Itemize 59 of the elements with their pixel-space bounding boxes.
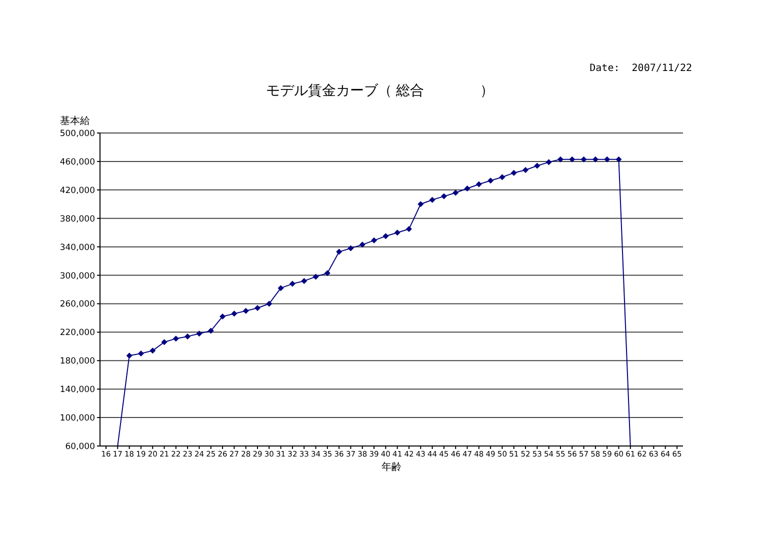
point: [336, 248, 342, 255]
point: [312, 274, 319, 280]
point: [254, 304, 260, 311]
y-tick-label: 500,000: [60, 129, 95, 140]
point: [488, 178, 494, 184]
point: [499, 174, 506, 180]
y-tick-label: 140,000: [60, 385, 95, 396]
point: [348, 245, 354, 252]
point: [522, 166, 529, 173]
point: [592, 156, 598, 162]
point: [126, 352, 132, 359]
y-tick-label: 420,000: [60, 186, 95, 196]
y-tick-label: 220,000: [60, 328, 95, 338]
point: [289, 280, 296, 287]
point: [382, 233, 389, 240]
text: Date: 2007/11/22: [590, 63, 692, 74]
point: [557, 156, 564, 162]
y-tick-label: 180,000: [60, 356, 95, 367]
point: [161, 339, 168, 346]
point: [580, 156, 587, 162]
y-tick-label: 300,000: [60, 271, 95, 282]
point: [510, 170, 517, 176]
y-tick-label: 60,000: [65, 442, 95, 452]
point: [208, 328, 214, 334]
point: [440, 193, 447, 200]
point: [452, 190, 459, 196]
point: [616, 156, 622, 162]
point: [429, 196, 436, 203]
point: [359, 242, 366, 248]
y-tick-label: 380,000: [60, 214, 95, 224]
point: [231, 310, 238, 317]
point: [172, 336, 179, 342]
y-tick-label: 340,000: [60, 242, 95, 253]
point: [371, 237, 378, 244]
point: [184, 333, 191, 340]
point: [534, 162, 540, 169]
point: [220, 314, 226, 320]
point: [406, 226, 412, 232]
y-tick-label: 460,000: [60, 157, 95, 168]
point: [196, 330, 202, 337]
point: [324, 270, 330, 276]
chart-title: モデル賃金カーブ（ 総合 ）: [264, 82, 496, 100]
point: [301, 278, 308, 284]
point: [546, 159, 552, 166]
point: [418, 201, 424, 208]
y-tick-label: 100,000: [60, 414, 95, 424]
point: [138, 350, 144, 357]
y-tick-label: 260,000: [60, 300, 95, 310]
x-axis-title: 年齢: [380, 460, 402, 474]
point: [476, 181, 482, 188]
point: [266, 300, 272, 307]
point: [569, 156, 576, 162]
point: [278, 285, 284, 292]
y-axis-title: 基本給: [60, 114, 90, 128]
point: [604, 156, 610, 162]
point: [150, 348, 156, 354]
point: [242, 308, 249, 314]
point: [464, 185, 470, 192]
point: [394, 230, 400, 236]
